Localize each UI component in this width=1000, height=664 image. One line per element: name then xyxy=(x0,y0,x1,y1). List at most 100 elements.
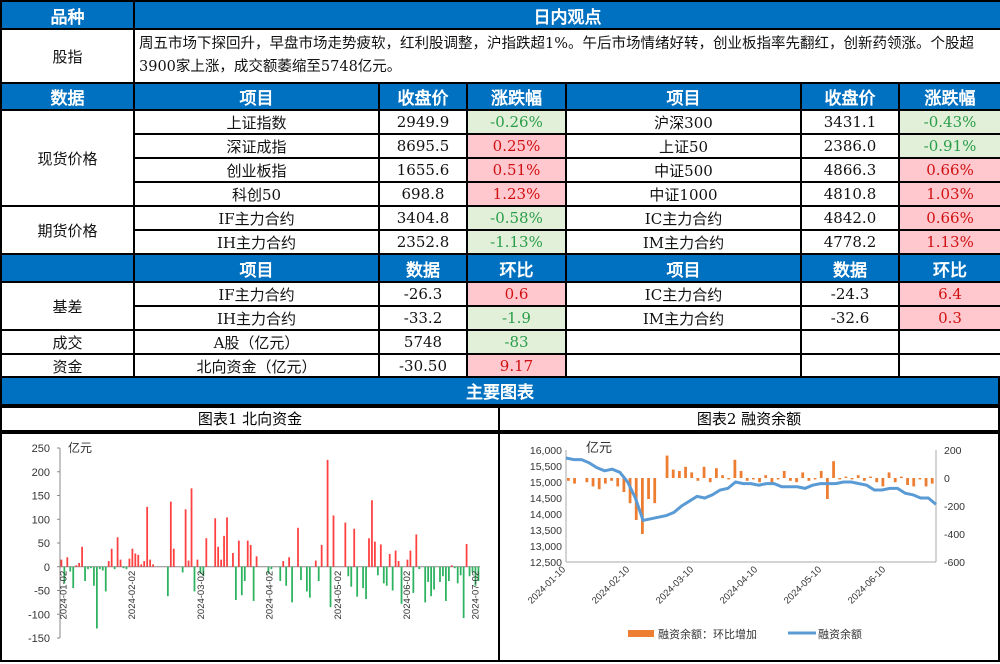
bar xyxy=(758,478,761,483)
bar xyxy=(320,544,323,567)
y-tick-label: -150 xyxy=(28,633,50,645)
header-close: 收盘价 xyxy=(378,82,468,111)
basis-change: 0.6 xyxy=(466,281,567,307)
x-tick-label: 2024-04-02 xyxy=(265,571,276,620)
bar xyxy=(237,540,240,567)
bar xyxy=(690,472,694,478)
close-price: 4810.8 xyxy=(800,181,900,207)
bar xyxy=(104,566,107,592)
y-axis-unit: 亿元 xyxy=(586,440,612,455)
capital-label: 资金 xyxy=(0,353,135,379)
line-series xyxy=(565,456,937,523)
legend-bar-swatch xyxy=(628,630,654,637)
header-basis-data: 数据 xyxy=(378,253,468,283)
item-name: IH主力合约 xyxy=(133,305,380,331)
close-price: 8695.5 xyxy=(378,133,468,159)
close-price: 4866.3 xyxy=(800,157,900,183)
bar xyxy=(116,537,119,567)
x-tick-label: 2024-01-02 xyxy=(59,571,70,620)
item-name: 创业板指 xyxy=(133,157,380,183)
bar xyxy=(199,566,202,574)
bar xyxy=(368,538,370,567)
item-name: 中证500 xyxy=(565,157,802,183)
x-tick-label: 2024-05-02 xyxy=(333,571,344,620)
change-pct: 1.13% xyxy=(897,229,1000,255)
bar xyxy=(249,544,252,567)
bar xyxy=(128,558,131,567)
bar xyxy=(597,478,601,490)
bar xyxy=(424,566,427,603)
bar xyxy=(838,478,842,480)
bar xyxy=(397,561,400,567)
bar xyxy=(329,566,332,608)
x-tick-label: 2024-04-10 xyxy=(718,564,760,606)
bar xyxy=(641,478,644,534)
y-tick-label: -50 xyxy=(34,586,50,598)
bar xyxy=(356,566,359,597)
bar xyxy=(924,478,928,487)
bar xyxy=(119,559,122,567)
y-tick-label: 13,000 xyxy=(530,541,562,553)
section-title: 主要图表 xyxy=(0,376,1000,406)
change-pct: 1.23% xyxy=(466,181,567,207)
bar xyxy=(622,478,626,492)
basis-value: -32.6 xyxy=(800,305,900,331)
bar xyxy=(863,478,866,481)
header-change: 涨跌幅 xyxy=(466,82,567,111)
x-tick-label: 2024-05-10 xyxy=(782,564,824,606)
item-name: IC主力合约 xyxy=(565,205,802,231)
bar xyxy=(468,566,471,577)
bar xyxy=(134,553,137,567)
bar xyxy=(462,566,465,619)
bar xyxy=(308,566,311,598)
x-tick-label: 2024-03-10 xyxy=(654,564,696,606)
bar xyxy=(125,566,128,570)
bar xyxy=(110,548,113,567)
item-name: IM主力合约 xyxy=(565,229,802,255)
basis-value: -24.3 xyxy=(800,281,900,307)
bar xyxy=(604,478,607,484)
bar xyxy=(93,566,95,586)
x-tick-label: 2024-07-02 xyxy=(471,571,482,620)
bar xyxy=(196,559,199,567)
y-tick-label: 100 xyxy=(32,514,50,526)
header-basis-data-2: 数据 xyxy=(800,253,900,283)
bar xyxy=(246,540,249,567)
bar xyxy=(267,566,270,574)
bar xyxy=(166,566,169,597)
bar xyxy=(305,566,308,592)
bar xyxy=(708,478,712,483)
header-variety: 品种 xyxy=(0,0,135,30)
bar xyxy=(90,566,92,569)
bar xyxy=(875,478,879,483)
bar xyxy=(671,469,675,478)
y-tick-label: -100 xyxy=(28,609,50,621)
bar xyxy=(270,566,273,570)
change-pct: -0.58% xyxy=(466,205,567,231)
bar xyxy=(385,566,388,586)
bar xyxy=(412,566,415,593)
bar xyxy=(137,554,140,567)
bar xyxy=(226,517,228,567)
capital-item: 北向资金（亿元） xyxy=(133,353,380,379)
basis-change: -1.9 xyxy=(466,305,567,331)
bar xyxy=(427,566,430,582)
bar xyxy=(665,455,669,478)
bar xyxy=(819,471,823,478)
change-pct: -0.91% xyxy=(897,133,1000,159)
close-price: 4842.0 xyxy=(800,205,900,231)
bar xyxy=(382,566,385,584)
item-name: 上证50 xyxy=(565,133,802,159)
bar xyxy=(801,472,805,478)
bar xyxy=(433,566,435,590)
bar xyxy=(374,541,376,567)
legend-bar-label: 融资余额：环比增加 xyxy=(658,627,757,641)
bar xyxy=(282,561,285,567)
bar xyxy=(844,476,848,478)
y-tick-label: 50 xyxy=(38,538,50,550)
x-tick-label: 2024-03-02 xyxy=(196,571,207,620)
y-tick-label: 150 xyxy=(32,491,50,503)
item-name: IM主力合约 xyxy=(565,305,802,331)
bar xyxy=(279,566,282,581)
bar xyxy=(721,475,724,478)
